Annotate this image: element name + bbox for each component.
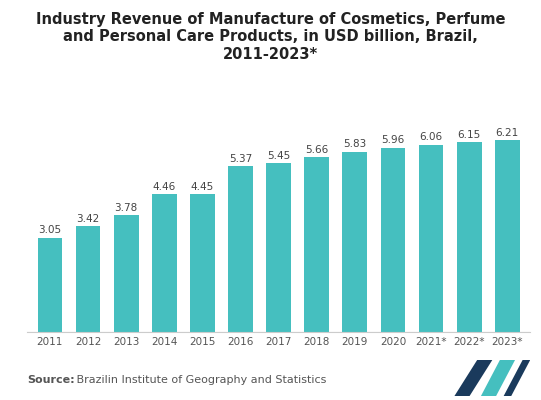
Bar (495, 140, 520, 332)
Text: Brazilin Institute of Geography and Statistics: Brazilin Institute of Geography and Stat… (73, 375, 326, 385)
Polygon shape (504, 360, 530, 396)
Text: Source:: Source: (27, 375, 75, 385)
Bar (152, 194, 177, 332)
Text: 5.96: 5.96 (381, 136, 405, 146)
Text: 4.45: 4.45 (191, 182, 214, 192)
Text: 6.21: 6.21 (496, 128, 519, 138)
Bar (114, 215, 138, 332)
Text: 3.05: 3.05 (38, 226, 62, 236)
Polygon shape (454, 360, 492, 396)
Text: 4.46: 4.46 (153, 182, 176, 192)
Bar (305, 157, 329, 332)
Text: 3.42: 3.42 (76, 214, 100, 224)
Text: 5.83: 5.83 (343, 140, 366, 150)
Text: 6.15: 6.15 (458, 130, 481, 140)
Bar (76, 226, 101, 332)
Text: 3.78: 3.78 (115, 203, 138, 213)
Bar (37, 238, 62, 332)
Bar (419, 144, 444, 332)
Bar (190, 194, 215, 332)
Bar (380, 148, 405, 332)
Text: 5.66: 5.66 (305, 145, 328, 155)
Polygon shape (481, 360, 515, 396)
Text: 6.06: 6.06 (419, 132, 443, 142)
Bar (342, 152, 367, 332)
Bar (457, 142, 481, 332)
Bar (228, 166, 253, 332)
Text: 5.37: 5.37 (229, 154, 252, 164)
Text: Industry Revenue of Manufacture of Cosmetics, Perfume
and Personal Care Products: Industry Revenue of Manufacture of Cosme… (36, 12, 505, 62)
Bar (266, 164, 291, 332)
Text: 5.45: 5.45 (267, 151, 290, 161)
